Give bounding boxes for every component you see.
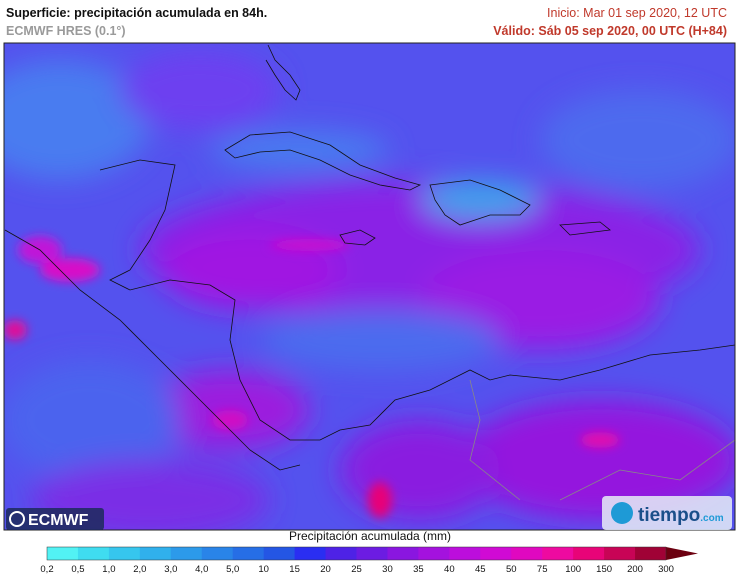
color-segment xyxy=(356,547,388,560)
logo-left-text: ECMWF xyxy=(28,512,89,529)
colorbar-label: 75 xyxy=(537,564,548,575)
color-segment xyxy=(139,547,172,560)
valid-time: Válido: Sáb 05 sep 2020, 00 UTC (H+84) xyxy=(493,24,727,38)
color-segment xyxy=(294,547,327,560)
colorbar-label: 40 xyxy=(444,564,455,575)
color-segment xyxy=(573,547,605,560)
colorbar-label: 1,0 xyxy=(102,564,115,575)
logo-right-main: tiempo xyxy=(638,505,700,526)
colorbar-label: 300 xyxy=(658,564,674,575)
color-segment xyxy=(325,547,357,560)
colorbar-label: 4,0 xyxy=(195,564,208,575)
color-segment xyxy=(108,547,141,560)
color-segment xyxy=(511,547,543,560)
logo-right-text: tiempo.com xyxy=(638,505,724,526)
colorbar-label: 2,0 xyxy=(133,564,146,575)
color-segment xyxy=(232,547,265,560)
init-time: Inicio: Mar 01 sep 2020, 12 UTC xyxy=(547,6,727,20)
colorbar-label: 150 xyxy=(596,564,612,575)
colorbar-label: 100 xyxy=(565,564,581,575)
color-segment xyxy=(170,547,203,560)
colorbar-label: 0,5 xyxy=(71,564,84,575)
color-segment xyxy=(201,547,234,560)
color-segment xyxy=(387,547,419,560)
coastlines xyxy=(4,44,735,501)
colorbar-label: 30 xyxy=(382,564,393,575)
color-segment xyxy=(263,547,296,560)
color-arrow xyxy=(666,547,698,560)
color-segment xyxy=(635,547,667,560)
color-segment xyxy=(77,547,110,560)
colorbar-label: 20 xyxy=(320,564,331,575)
legend-title: Precipitación acumulada (mm) xyxy=(289,529,451,543)
logo-ecmwf: ECMWF xyxy=(6,508,104,530)
color-segment xyxy=(480,547,512,560)
logo-tiempo: tiempo.com xyxy=(602,496,732,530)
precip-field xyxy=(4,43,735,530)
colorbar-label: 45 xyxy=(475,564,486,575)
colorbar-label: 50 xyxy=(506,564,517,575)
colorbar-label: 35 xyxy=(413,564,424,575)
logo-right-suffix: .com xyxy=(700,513,723,524)
colorbar-label: 5,0 xyxy=(226,564,239,575)
colorbar: 0,2 0,5 1,0 2,0 3,0 4,0 5,0 10 15 20 25 30 35 40 45 50 7… xyxy=(40,546,698,575)
colorbar-label: 200 xyxy=(627,564,643,575)
map-frame xyxy=(3,42,736,531)
color-segment xyxy=(449,547,481,560)
color-segment xyxy=(418,547,450,560)
colorbar-label: 15 xyxy=(289,564,300,575)
colorbar-label: 3,0 xyxy=(164,564,177,575)
title: Superficie: precipitación acumulada en 8… xyxy=(6,6,268,20)
colorbar-label: 10 xyxy=(258,564,269,575)
colorbar-label: 25 xyxy=(351,564,362,575)
color-segment xyxy=(47,547,79,560)
colorbar-label: 0,2 xyxy=(40,564,53,575)
color-segment xyxy=(604,547,636,560)
color-segment xyxy=(542,547,574,560)
colorbar-frame xyxy=(46,546,667,561)
model: ECMWF HRES (0.1°) xyxy=(6,24,126,38)
